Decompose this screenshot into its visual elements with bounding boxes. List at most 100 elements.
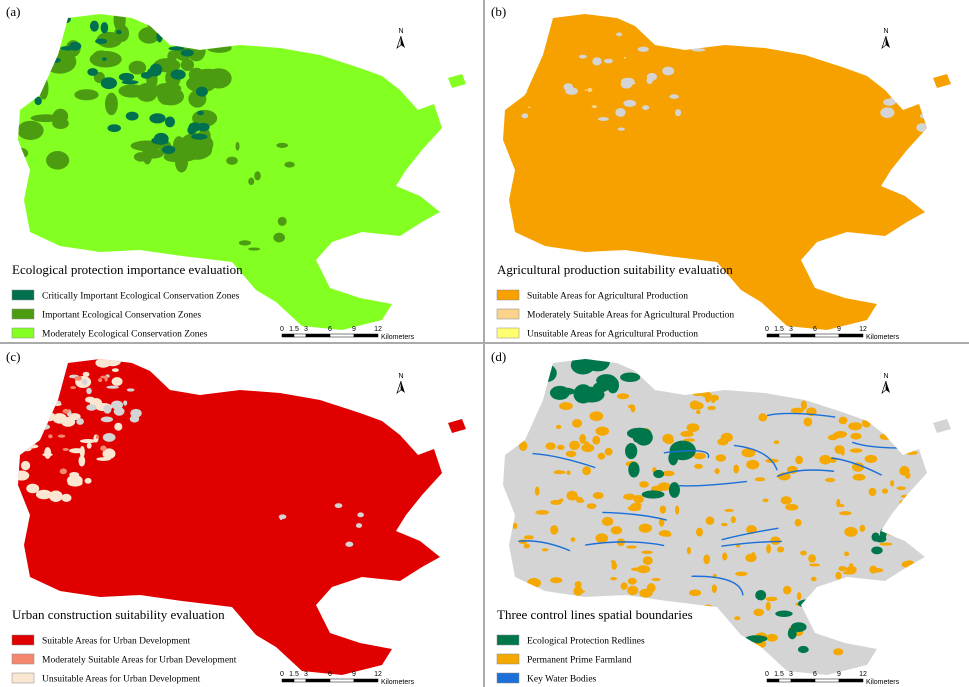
map-patch	[573, 496, 583, 501]
map-patch	[773, 440, 780, 445]
map-patch	[808, 554, 816, 563]
map-patch	[102, 448, 116, 460]
map-patch	[558, 498, 564, 502]
scale-segment	[814, 678, 840, 683]
legend-swatch	[11, 672, 35, 684]
map-patch	[111, 377, 123, 386]
map-patch	[180, 58, 195, 71]
map-patch	[852, 473, 866, 481]
scale-segment	[305, 333, 331, 338]
map-patch	[610, 577, 618, 581]
map-patch	[104, 92, 118, 116]
map-patch	[195, 86, 208, 97]
map-patch	[581, 443, 595, 453]
map-patch	[102, 433, 116, 442]
map-patch	[110, 400, 124, 410]
legend-label: Moderately Ecological Conservation Zones	[42, 330, 208, 340]
map-patch	[780, 496, 792, 505]
map-patch	[535, 510, 549, 515]
scale-segment	[766, 333, 780, 338]
map-patch	[140, 71, 153, 79]
legend-swatch	[496, 653, 520, 665]
map-patch	[755, 589, 767, 601]
map-patch	[129, 415, 140, 423]
scale-label: 9	[837, 326, 841, 333]
map-patch	[627, 505, 642, 512]
map-patch	[582, 466, 591, 476]
map-patch	[162, 145, 176, 155]
river	[518, 540, 571, 552]
panel-label: (b)	[491, 4, 506, 19]
map-patch	[851, 462, 865, 472]
map-patch	[785, 503, 799, 511]
map-patch	[620, 372, 641, 383]
panel-title: Ecological protection importance evaluat…	[12, 262, 243, 277]
map-patch	[795, 455, 803, 465]
map-patch	[797, 645, 809, 654]
map-patch	[601, 516, 614, 526]
map-patch	[675, 109, 682, 117]
map-patch	[880, 107, 895, 119]
map-patch	[238, 240, 252, 246]
map-patch	[623, 493, 636, 500]
scale-segment	[814, 333, 840, 338]
map-patch	[114, 24, 130, 42]
legend-label: Ecological Protection Redlines	[527, 637, 645, 647]
map-patch	[838, 566, 847, 572]
map-patch	[615, 107, 626, 117]
map-patch	[205, 68, 232, 89]
map-patch	[869, 565, 878, 574]
map-patch	[573, 384, 593, 404]
map-patch	[70, 386, 77, 390]
north-label: N	[883, 28, 888, 35]
map-patch	[734, 616, 741, 621]
map-patch	[714, 468, 720, 475]
map-patch	[74, 89, 99, 101]
map-patch	[641, 490, 665, 499]
panel-label: (d)	[491, 349, 506, 364]
scale-unit: Kilometers	[866, 334, 900, 341]
map-patch	[18, 120, 44, 141]
landmass	[503, 14, 951, 330]
map-patch	[104, 376, 108, 382]
map-patch	[81, 379, 88, 385]
map-patch	[569, 440, 580, 451]
map-patch	[711, 397, 716, 404]
map-patch	[800, 550, 807, 556]
map-patch	[248, 247, 261, 251]
legend-label: Unsuitable Areas for Agricultural Produc…	[527, 329, 698, 340]
map-patch	[170, 69, 186, 80]
map-patch	[686, 547, 691, 555]
map-patch	[20, 460, 31, 471]
map-patch	[637, 46, 649, 52]
map-patch	[79, 446, 85, 458]
north-arrow	[886, 36, 890, 48]
map-patch	[604, 447, 613, 456]
map-patch	[574, 581, 582, 588]
map-patch	[840, 448, 845, 456]
map-patch	[541, 548, 549, 552]
map-patch	[794, 518, 802, 527]
map-patch	[879, 542, 893, 546]
map-patch	[597, 452, 606, 460]
map-patch	[586, 503, 597, 509]
map-patch	[52, 413, 67, 424]
map-patch	[720, 432, 733, 443]
map-patch	[126, 388, 135, 392]
map-patch	[705, 516, 715, 525]
map-patch	[591, 105, 598, 109]
map-patch	[883, 98, 896, 106]
map-patch	[616, 393, 630, 400]
scale-label: 0	[765, 671, 769, 678]
map-patch	[848, 422, 863, 431]
map-patch	[565, 87, 579, 95]
map-patch	[118, 84, 147, 98]
map-patch	[107, 124, 121, 133]
map-patch	[521, 113, 529, 119]
river	[721, 540, 782, 547]
scale-segment	[353, 678, 379, 683]
panel: (c) Urban construction suitability evalua…	[6, 349, 466, 686]
map-patch	[625, 443, 638, 460]
map-patch	[235, 141, 240, 151]
legend-label: Moderately Suitable Areas for Urban Deve…	[42, 655, 237, 666]
